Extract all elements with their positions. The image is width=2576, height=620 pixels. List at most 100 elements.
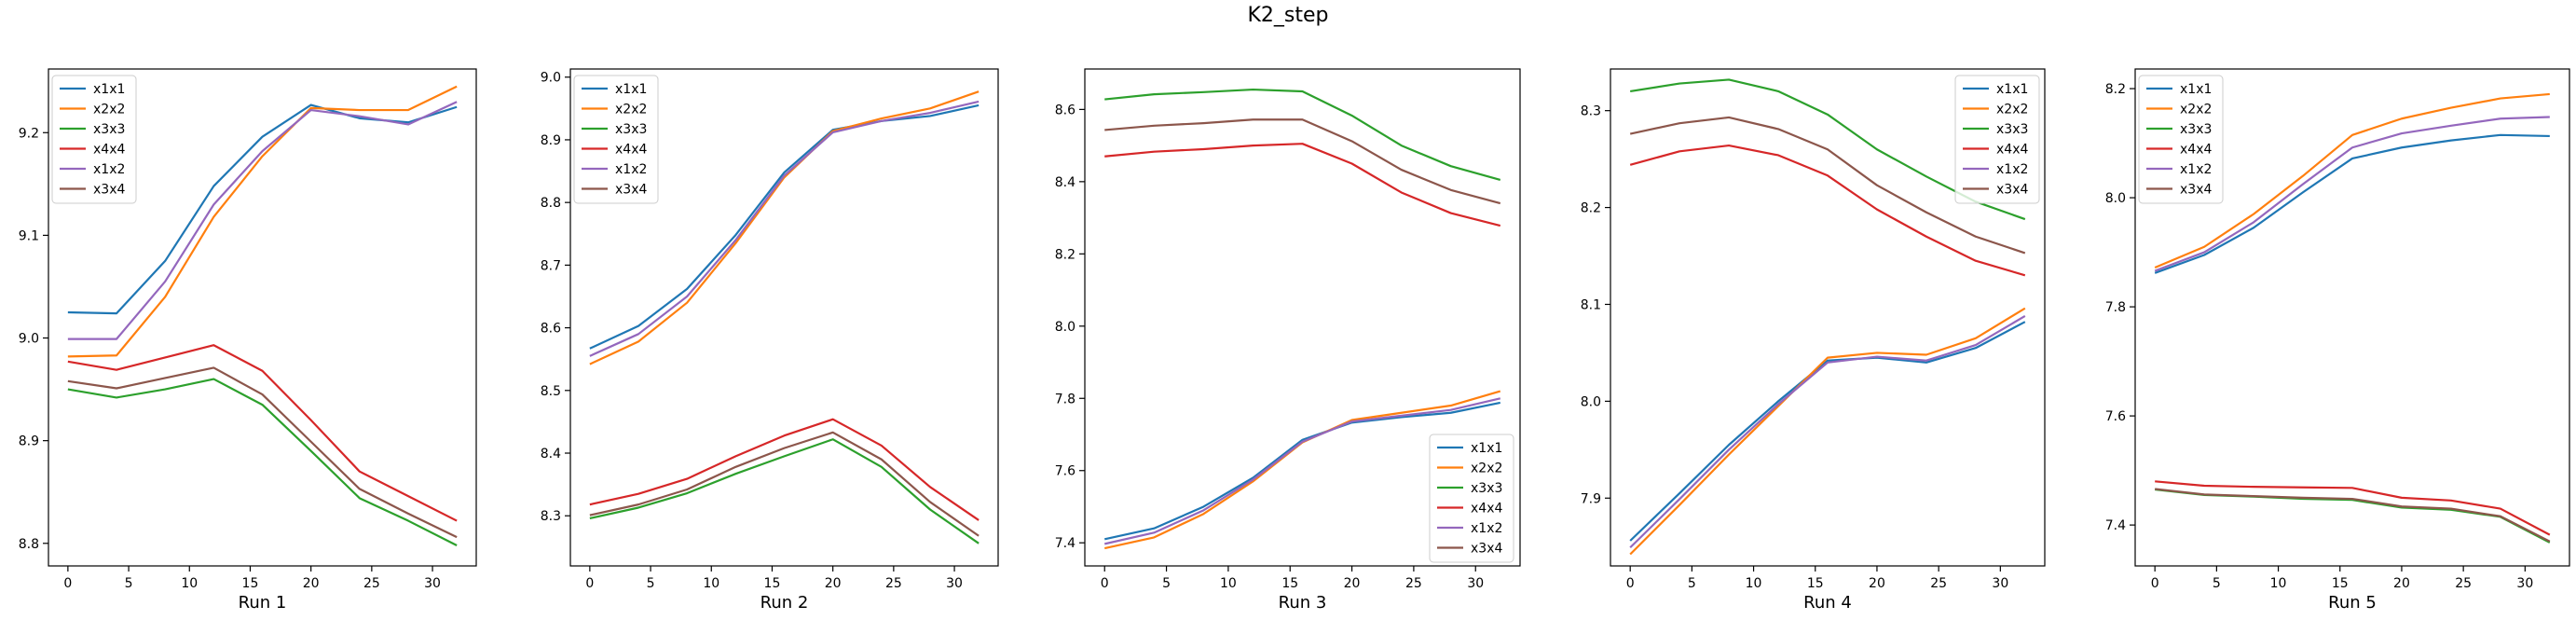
x-tick-label: 0 bbox=[585, 576, 594, 591]
x-tick-label: 0 bbox=[1626, 576, 1635, 591]
axes-frame bbox=[1610, 68, 2046, 567]
figure-title: K2_step bbox=[1247, 4, 1329, 27]
legend-label-x3x4: x3x4 bbox=[2180, 183, 2212, 198]
series-line-x2x2 bbox=[67, 85, 458, 358]
legend-label-x1x1: x1x1 bbox=[2180, 82, 2212, 97]
subplot-1: 0 5 10 15 20 25 30 8.8 8.9 9.0 9.1 9.2 Run 1 x1x1 x2x2… bbox=[19, 68, 477, 613]
legend-label-x1x1: x1x1 bbox=[1471, 441, 1502, 456]
legend-label-x1x1: x1x1 bbox=[1996, 82, 2028, 97]
x-tick-label: 15 bbox=[242, 576, 259, 591]
y-tick-label: 8.4 bbox=[1055, 175, 1076, 190]
subplot-4: 0 5 10 15 20 25 30 7.9 8.0 8.1 8.2 8.3 Run 4 x1x1 x2x2… bbox=[1581, 68, 2046, 613]
legend-label-x3x3: x3x3 bbox=[1996, 122, 2028, 137]
y-tick-label: 7.8 bbox=[2105, 300, 2126, 315]
legend-label-x3x3: x3x3 bbox=[2180, 122, 2212, 137]
series-line-x1x2 bbox=[2154, 116, 2550, 272]
x-tick-label: 25 bbox=[885, 576, 902, 591]
series-line-x3x4 bbox=[1104, 118, 1501, 205]
legend-label-x2x2: x2x2 bbox=[1996, 103, 2028, 117]
x-axis-label: Run 5 bbox=[2328, 593, 2377, 613]
y-tick-label: 8.9 bbox=[19, 434, 39, 449]
legend-box bbox=[51, 75, 137, 204]
legend-label-x1x2: x1x2 bbox=[2180, 162, 2212, 177]
series-line-x2x2 bbox=[589, 90, 980, 365]
y-tick-label: 8.0 bbox=[2105, 191, 2126, 206]
x-axis-label: Run 1 bbox=[239, 593, 287, 613]
x-tick-label: 30 bbox=[946, 576, 963, 591]
y-tick-label: 8.7 bbox=[541, 258, 561, 273]
legend-label-x1x2: x1x2 bbox=[1996, 162, 2028, 177]
legend-label-x1x1: x1x1 bbox=[93, 82, 125, 97]
series-line-x1x1 bbox=[1103, 401, 1500, 541]
legend-label-x4x4: x4x4 bbox=[615, 143, 647, 158]
legend-label-x3x4: x3x4 bbox=[1471, 542, 1502, 557]
subplot-5: 0 5 10 15 20 25 30 7.4 7.6 7.8 8.0 8.2 Run 5 x1x1 x2x2… bbox=[2105, 68, 2570, 613]
x-tick-label: 5 bbox=[2213, 576, 2221, 591]
series-line-x1x1 bbox=[1629, 321, 2026, 542]
legend-label-x2x2: x2x2 bbox=[93, 103, 125, 117]
legend-label-x3x3: x3x3 bbox=[93, 122, 125, 137]
series-line-x2x2 bbox=[1629, 307, 2026, 556]
x-tick-label: 10 bbox=[1220, 576, 1237, 591]
legend: x1x1 x2x2 x3x3 x4x4 x1x2 x3x4 bbox=[2138, 75, 2224, 204]
legend-box bbox=[1429, 434, 1514, 563]
y-tick-label: 7.6 bbox=[2105, 409, 2126, 424]
x-tick-label: 5 bbox=[1162, 576, 1171, 591]
x-tick-label: 0 bbox=[2151, 576, 2159, 591]
legend-box bbox=[1954, 75, 2040, 204]
x-tick-label: 15 bbox=[764, 576, 781, 591]
axes-frame bbox=[1084, 68, 1521, 567]
x-axis-label: Run 3 bbox=[1279, 593, 1327, 613]
axes-frame bbox=[569, 68, 999, 567]
x-tick-label: 15 bbox=[1807, 576, 1824, 591]
series-line-x2x2 bbox=[2154, 92, 2550, 269]
x-tick-label: 30 bbox=[1467, 576, 1484, 591]
legend-label-x2x2: x2x2 bbox=[1471, 462, 1502, 476]
x-tick-label: 20 bbox=[1344, 576, 1361, 591]
legend: x1x1 x2x2 x3x3 x4x4 x1x2 x3x4 bbox=[573, 75, 659, 204]
x-tick-label: 25 bbox=[2455, 576, 2472, 591]
legend-label-x1x2: x1x2 bbox=[1471, 521, 1502, 536]
legend-label-x4x4: x4x4 bbox=[2180, 143, 2212, 158]
series-line-x1x2 bbox=[1103, 397, 1501, 545]
y-tick-label: 8.8 bbox=[541, 196, 561, 211]
legend-label-x1x2: x1x2 bbox=[93, 162, 125, 177]
x-tick-label: 25 bbox=[1405, 576, 1422, 591]
series-line-x3x3 bbox=[589, 438, 980, 544]
series-line-x1x2 bbox=[589, 100, 980, 357]
legend-box bbox=[2138, 75, 2224, 204]
legend-label-x4x4: x4x4 bbox=[93, 143, 125, 158]
y-tick-label: 9.2 bbox=[19, 126, 39, 141]
y-tick-label: 8.2 bbox=[1055, 247, 1076, 262]
legend-label-x2x2: x2x2 bbox=[615, 103, 647, 117]
legend-label-x3x4: x3x4 bbox=[93, 183, 125, 198]
x-tick-label: 5 bbox=[125, 576, 133, 591]
legend-label-x1x1: x1x1 bbox=[615, 82, 647, 97]
legend: x1x1 x2x2 x3x3 x4x4 x1x2 x3x4 bbox=[1429, 434, 1514, 563]
y-tick-label: 7.6 bbox=[1055, 464, 1076, 479]
x-tick-label: 10 bbox=[1746, 576, 1762, 591]
x-axis-label: Run 2 bbox=[760, 593, 809, 613]
legend-label-x3x4: x3x4 bbox=[1996, 183, 2028, 198]
series-line-x4x4 bbox=[589, 418, 980, 521]
series-line-x4x4 bbox=[1629, 144, 2026, 277]
x-tick-label: 30 bbox=[1992, 576, 2008, 591]
y-tick-label: 8.5 bbox=[541, 384, 561, 399]
y-tick-label: 7.8 bbox=[1055, 392, 1076, 406]
series-line-x1x1 bbox=[2154, 133, 2550, 274]
subplot-3: 0 5 10 15 20 25 30 7.4 7.6 7.8 8.0 8.2 8.4 8.6 Run 3 x1… bbox=[1055, 68, 1521, 613]
y-tick-label: 8.8 bbox=[19, 537, 39, 552]
x-tick-label: 15 bbox=[1281, 576, 1298, 591]
y-tick-label: 7.4 bbox=[2105, 518, 2126, 533]
legend-label-x3x3: x3x3 bbox=[1471, 481, 1502, 496]
x-tick-label: 10 bbox=[2270, 576, 2287, 591]
x-tick-label: 10 bbox=[703, 576, 719, 591]
series-line-x4x4 bbox=[1104, 143, 1501, 227]
legend-label-x3x3: x3x3 bbox=[615, 122, 647, 137]
y-tick-label: 8.6 bbox=[1055, 103, 1076, 117]
legend-label-x2x2: x2x2 bbox=[2180, 103, 2212, 117]
y-tick-label: 9.1 bbox=[19, 228, 39, 243]
series-line-x3x4 bbox=[2155, 488, 2551, 543]
series-line-x1x2 bbox=[1629, 314, 2026, 549]
